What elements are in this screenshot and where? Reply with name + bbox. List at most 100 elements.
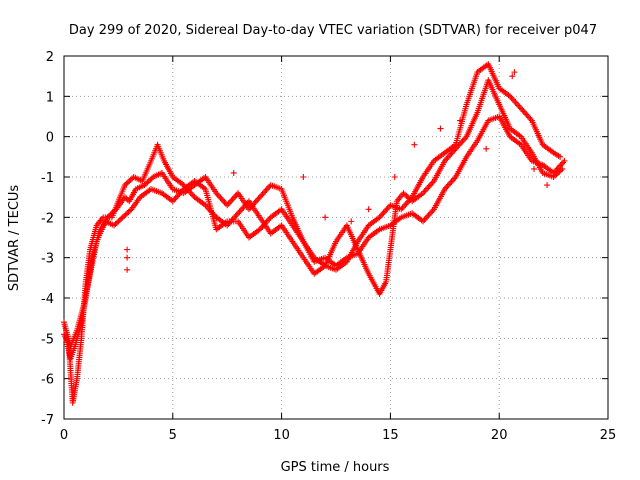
y-tick-label: -5 [41, 332, 54, 347]
data-point [380, 209, 387, 216]
data-point [531, 165, 538, 172]
data-point [255, 195, 262, 202]
data-point [515, 102, 522, 109]
data-point [551, 168, 558, 175]
data-point [421, 188, 428, 195]
data-point [221, 199, 228, 206]
data-point [252, 198, 259, 205]
data-point [237, 207, 244, 214]
data-point [520, 108, 527, 115]
data-point [522, 109, 529, 116]
data-point [119, 214, 126, 221]
data-point [447, 180, 454, 187]
data-point [426, 210, 433, 217]
x-tick-label: 20 [491, 428, 508, 443]
data-point [188, 191, 195, 198]
data-point [124, 179, 131, 186]
data-point [379, 211, 386, 218]
data-point [124, 266, 131, 273]
data-point [118, 215, 125, 222]
data-point [121, 212, 128, 219]
data-point [229, 196, 236, 203]
data-point [428, 209, 435, 216]
data-point [263, 186, 270, 193]
data-point [224, 202, 231, 209]
data-point [124, 254, 131, 261]
data-points [61, 61, 568, 406]
data-point [483, 145, 490, 152]
data-point [171, 196, 178, 203]
y-axis-label: SDTVAR / TECUs [7, 185, 22, 292]
data-point [124, 246, 131, 253]
data-point [220, 197, 227, 204]
data-point [259, 191, 266, 198]
data-point [322, 214, 329, 221]
data-point [239, 205, 246, 212]
data-point [459, 138, 466, 145]
data-point [399, 204, 406, 211]
data-point [230, 169, 237, 176]
data-point [524, 112, 531, 119]
x-tick-label: 15 [382, 428, 399, 443]
data-point [516, 103, 523, 110]
data-point [381, 208, 388, 215]
data-point [425, 212, 432, 219]
data-point [449, 177, 456, 184]
data-point [523, 111, 530, 118]
data-point [262, 188, 269, 195]
data-point [125, 208, 132, 215]
data-point [228, 197, 235, 204]
data-point [126, 178, 133, 185]
data-point [145, 178, 152, 185]
y-tick-label: -3 [41, 252, 54, 267]
data-point [509, 73, 516, 80]
data-point [231, 194, 237, 201]
data-point [173, 193, 180, 200]
data-point [122, 211, 129, 218]
data-point [116, 217, 123, 224]
data-point [377, 212, 384, 219]
data-point [216, 193, 223, 200]
data-point [235, 210, 242, 217]
y-tick-label: -1 [41, 171, 54, 186]
data-point [218, 196, 225, 203]
data-point [300, 174, 307, 180]
data-point [448, 178, 455, 185]
data-point [561, 157, 568, 164]
data-point [425, 184, 432, 191]
data-point [260, 189, 267, 196]
data-point [124, 210, 131, 217]
data-point [365, 206, 372, 213]
plot-frame [63, 55, 609, 420]
data-point [421, 216, 428, 223]
data-point [112, 221, 119, 228]
data-point [519, 106, 526, 113]
data-point [544, 182, 551, 189]
y-tick-label: 1 [46, 90, 54, 105]
data-point [256, 194, 263, 201]
y-tick-label: -6 [41, 373, 54, 388]
data-point [509, 96, 516, 103]
x-tick-label: 10 [273, 428, 290, 443]
data-point [144, 179, 151, 186]
data-point [383, 206, 390, 213]
data-point [348, 218, 355, 225]
data-point [444, 183, 451, 190]
data-point [403, 192, 410, 199]
data-point [508, 94, 515, 101]
data-point [190, 192, 197, 199]
data-point [437, 125, 444, 132]
data-point [147, 176, 154, 183]
y-tick-label: -4 [41, 292, 54, 307]
chart-title: Day 299 of 2020, Sidereal Day-to-day VTE… [69, 23, 597, 38]
data-point [511, 97, 518, 104]
x-axis-label: GPS time / hours [281, 460, 390, 475]
data-point [560, 159, 567, 166]
data-point [457, 117, 464, 124]
data-point [233, 211, 240, 218]
data-point [115, 218, 122, 225]
x-tick-label: 0 [60, 428, 68, 443]
y-tick-label: -2 [41, 211, 54, 226]
data-point [266, 215, 273, 222]
